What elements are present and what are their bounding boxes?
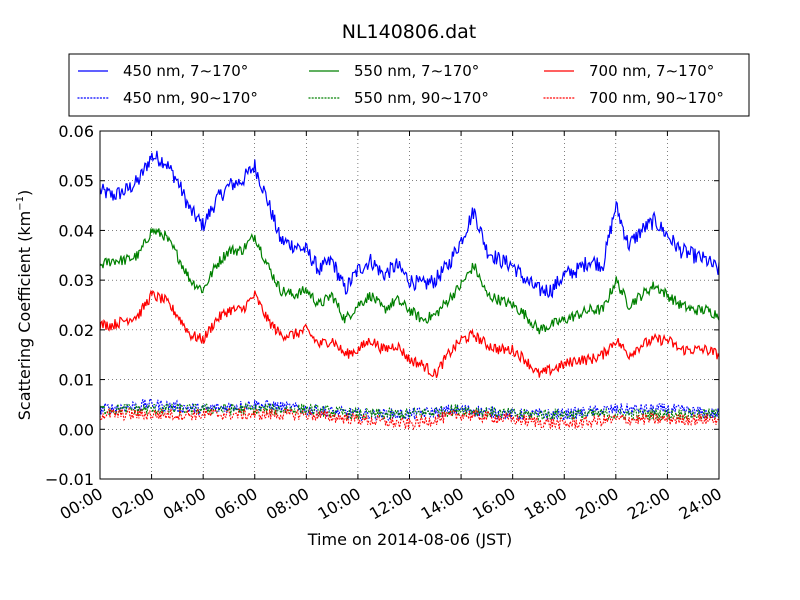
x-tick-label: 10:00: [314, 484, 363, 524]
x-tick-label: 14:00: [418, 484, 467, 524]
x-tick-label: 16:00: [469, 484, 518, 524]
series-line: [99, 227, 720, 335]
series-line: [99, 150, 720, 299]
legend-box: [68, 53, 750, 117]
y-axis-label-main: Scattering Coefficient (km: [15, 211, 34, 421]
legend-label: 450 nm, 90∼170°: [123, 89, 258, 107]
x-tick-label: 06:00: [211, 484, 260, 524]
y-tick-label: 0.00: [58, 420, 94, 439]
y-axis-label-unit-exponent: −1: [15, 196, 26, 211]
x-tick-label: 08:00: [263, 484, 312, 524]
x-tick-label: 18:00: [521, 484, 570, 524]
legend-label: 700 nm, 7∼170°: [589, 62, 714, 80]
x-tick-label: 02:00: [108, 484, 157, 524]
x-tick-label: 12:00: [366, 484, 415, 524]
series-line: [99, 397, 720, 422]
y-tick-label: 0.03: [58, 271, 94, 290]
x-tick-label: 00:00: [57, 484, 106, 524]
series-line: [99, 289, 720, 378]
y-axis-label: Scattering Coefficient (km−1): [15, 190, 34, 421]
x-tick-label: 04:00: [160, 484, 209, 524]
legend-label: 550 nm, 90∼170°: [354, 89, 489, 107]
chart-title: NL140806.dat: [342, 21, 477, 43]
legend-label: 550 nm, 7∼170°: [354, 62, 479, 80]
y-tick-label: −0.01: [45, 470, 94, 489]
y-axis-label-close: ): [15, 190, 34, 196]
y-tick-label: 0.01: [58, 371, 94, 390]
x-axis-label: Time on 2014-08-06 (JST): [307, 530, 512, 549]
y-tick-label: 0.02: [58, 321, 94, 340]
y-tick-label: 0.05: [58, 172, 94, 191]
plot-area: −0.01 0.00 0.01 0.02 0.03 0.04 0.05 0.06 00:00 02…: [45, 122, 725, 524]
x-tick-label: 20:00: [572, 484, 621, 524]
series-line: [99, 406, 720, 431]
legend-label: 450 nm, 7∼170°: [123, 62, 248, 80]
x-tick-label: 22:00: [624, 484, 673, 524]
legend: 450 nm, 7∼170° 550 nm, 7∼170° 700 nm, 7∼17…: [68, 53, 750, 117]
x-tick-label: 24:00: [676, 484, 725, 524]
y-tick-label: 0.06: [58, 122, 94, 141]
legend-label: 700 nm, 90∼170°: [589, 89, 724, 107]
y-tick-label: 0.04: [58, 221, 94, 240]
